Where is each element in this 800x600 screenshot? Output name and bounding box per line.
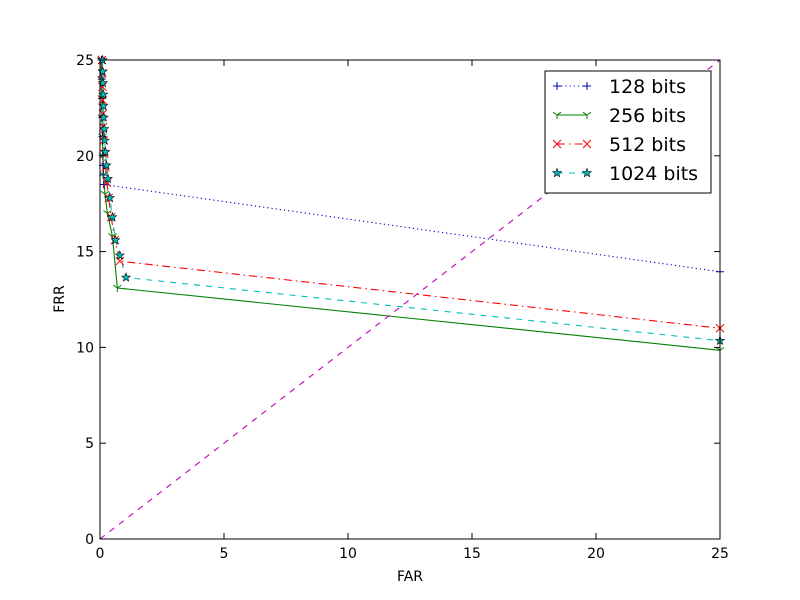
legend-marker-256-bits [552,111,562,119]
y-tick-label: 0 [85,532,94,548]
series-point-1024-bits [107,211,118,222]
legend-marker-128-bits [553,82,561,90]
series-point-1024-bits [101,160,112,170]
legend-marker-256-bits [582,111,592,119]
legend-marker-512-bits [552,139,562,149]
series-point-1024-bits [99,135,110,145]
x-axis-label: FAR [397,569,423,585]
x-tick-label: 10 [339,546,357,562]
x-tick-label: 0 [96,546,105,562]
series-point-128-bits [99,180,108,189]
y-tick-label: 10 [76,340,94,356]
legend: 128 bits 256 bits 512 bits 1024 bits [544,70,712,194]
series-point-1024-bits [98,112,109,122]
legend-marker-1024-bits [581,167,593,178]
legend-marker-128-bits [583,82,591,90]
series-point-1024-bits [114,250,125,260]
x-tick-label: 5 [220,546,229,562]
series-point-256-bits [113,284,122,293]
series-point-1024-bits [120,272,132,282]
y-tick-label: 25 [76,53,94,69]
x-tick-label: 15 [463,546,481,562]
y-tick-label: 15 [76,245,94,261]
series-point-1024-bits [102,173,114,184]
plot-frame [99,59,721,540]
y-axis-label: FRR [52,285,68,313]
legend-label-512-bits: 512 bits [609,134,686,156]
series-point-1024-bits [104,192,116,203]
legend-label-256-bits: 256 bits [609,105,686,127]
series-point-1024-bits [100,146,111,157]
legend-label-128-bits: 128 bits [609,76,686,98]
x-tick-label: 20 [587,546,605,562]
axis-ticks: 0 5 10 15 20 25 0 5 10 15 20 25 [76,53,729,562]
legend-label-1024-bits: 1024 bits [609,163,698,185]
y-tick-label: 20 [76,149,94,165]
legend-marker-1024-bits [551,167,563,178]
series-point-1024-bits [110,234,121,245]
legend-marker-512-bits [582,139,592,149]
y-tick-label: 5 [85,436,94,452]
series-point-1024-bits [99,123,110,134]
x-tick-label: 25 [711,546,729,562]
